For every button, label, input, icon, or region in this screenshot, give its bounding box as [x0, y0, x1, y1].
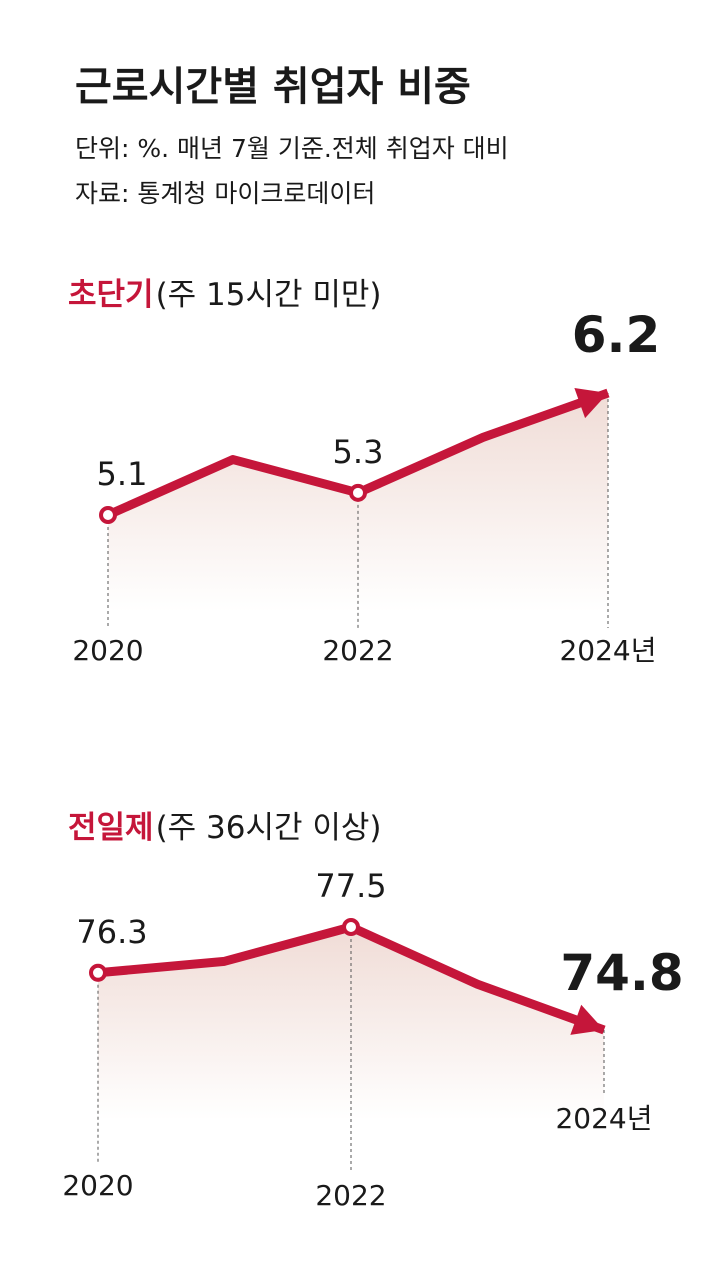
arrowhead [574, 387, 608, 419]
chart-title-main: 전일제 [68, 810, 154, 846]
x-tick-label: 2022 [315, 1179, 386, 1212]
point [89, 963, 107, 982]
point [99, 506, 117, 524]
subtitle: 단위: %. 매년 7월 기준.전체 취업자 대비 [75, 134, 509, 163]
chart-title: 전일제(주 36시간 이상) [68, 810, 382, 846]
x-tick-label: 2024년 [555, 1102, 652, 1135]
title: 근로시간별 취업자 비중 [75, 64, 471, 110]
chart-title-main: 초단기 [68, 277, 154, 313]
x-tick-label: 2020 [62, 1169, 133, 1202]
point [349, 483, 367, 502]
value-label-highlight: 6.2 [572, 306, 661, 364]
value-label: 5.3 [333, 433, 384, 471]
x-tick-label: 2020 [72, 634, 143, 667]
value-label: 5.1 [97, 455, 148, 493]
chart-title-sub: (주 36시간 이상) [156, 810, 382, 846]
x-tick-label: 2022 [322, 634, 393, 667]
x-tick-label: 2024년 [559, 634, 656, 667]
chart-title-sub: (주 15시간 미만) [156, 277, 382, 313]
arrowhead [570, 1004, 604, 1035]
value-label-highlight: 74.8 [560, 944, 683, 1002]
area [108, 393, 608, 612]
value-label: 76.3 [76, 913, 147, 951]
value-label: 77.5 [315, 867, 386, 905]
source: 자료: 통계청 마이크로데이터 [75, 179, 375, 208]
chart-title: 초단기(주 15시간 미만) [68, 277, 382, 313]
point [342, 918, 360, 936]
